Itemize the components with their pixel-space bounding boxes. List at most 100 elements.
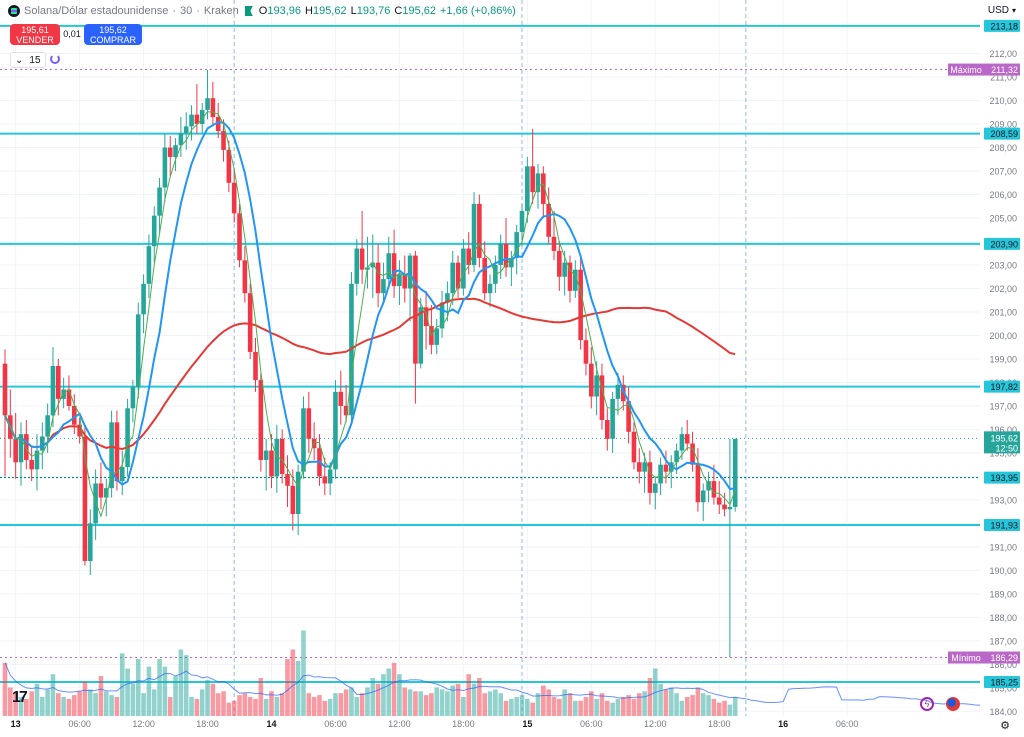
candle-body [157, 187, 162, 216]
candle-body [279, 438, 285, 475]
volume-bar [301, 630, 306, 716]
volume-bar [386, 668, 392, 716]
candle-body [338, 391, 344, 406]
currency-selector[interactable]: USD ▾ [988, 5, 1016, 16]
candle-body [231, 182, 237, 214]
volume-bar [77, 691, 82, 716]
volume-bar [103, 691, 109, 716]
candle-body [418, 307, 424, 364]
volume-bar [311, 697, 317, 716]
candle-body [13, 438, 18, 463]
candle-body [34, 450, 40, 470]
chevron-down-icon: ▾ [1011, 6, 1016, 15]
volume-bars [2, 630, 1002, 716]
volume-bar [290, 649, 296, 716]
candle-body [402, 274, 408, 289]
volume-bar [445, 691, 450, 716]
volume-bar [610, 702, 615, 716]
level-price-label-bg [984, 380, 1020, 393]
candle-body [455, 262, 461, 289]
volume-bar [34, 683, 40, 716]
candle-body [386, 253, 392, 280]
candle-body [130, 387, 136, 409]
candle-body [162, 147, 168, 188]
time-axis[interactable]: 13 06:00 12:00 18:00 14 06:00 12:00 18:00 15 06:0… [0, 716, 1024, 737]
volume-bar [370, 678, 376, 716]
gear-icon[interactable]: ⚙ [1000, 720, 1010, 732]
candle-body [663, 464, 669, 472]
candle-body [210, 98, 216, 118]
candle-body [461, 248, 466, 289]
candle-body [226, 149, 232, 183]
sell-label: VENDER [16, 35, 54, 45]
candle-body [301, 408, 306, 472]
candle-body [189, 114, 194, 127]
buy-button[interactable]: 195,62 COMPRAR [84, 24, 142, 45]
volume-bar [535, 693, 541, 716]
refresh-icon[interactable] [50, 54, 60, 64]
volume-bar [333, 693, 338, 716]
volume-bar [157, 659, 162, 716]
sell-button[interactable]: 195,61 VENDER [10, 24, 60, 45]
candle-body [167, 147, 173, 157]
volume-bar [253, 698, 258, 716]
volume-bar [455, 683, 461, 716]
volume-bar [700, 693, 706, 716]
candle-body [269, 450, 274, 477]
candle-body [530, 166, 535, 193]
candle-body [253, 351, 258, 381]
y-tick-label: 197,00 [989, 401, 1017, 411]
volume-bar [589, 691, 594, 716]
volume-bar [525, 698, 530, 716]
candle-body [439, 302, 445, 329]
exchange[interactable]: Kraken [203, 5, 239, 17]
extreme-price-label: 186,29 [990, 653, 1018, 663]
y-tick-label: 211,00 [990, 73, 1017, 83]
volume-bar [466, 674, 472, 716]
y-tick-label: 210,00 [989, 96, 1017, 106]
volume-bar [391, 662, 397, 716]
ma-slow-line [4, 297, 736, 451]
candle-body [109, 422, 114, 489]
candle-body [525, 166, 530, 211]
candle-body [716, 497, 722, 505]
buy-label: COMPRAR [89, 35, 136, 45]
interval[interactable]: 30 [180, 5, 193, 17]
level-price-label-bg [984, 675, 1020, 688]
candle-body [482, 257, 487, 294]
volume-bar [93, 693, 98, 716]
candle-body [551, 236, 557, 251]
volume-bar [397, 674, 402, 716]
candle-body [397, 274, 402, 287]
tradingview-logo-icon[interactable]: 17 [12, 689, 28, 706]
level-price-label-bg [984, 471, 1020, 484]
quantity-value: 15 [29, 54, 41, 66]
volume-bar [413, 691, 418, 716]
candle-body [354, 248, 360, 284]
volume-bar [274, 697, 280, 716]
lightning-icon[interactable]: ϟ [920, 697, 934, 711]
candle-body [375, 262, 381, 294]
price-axis[interactable]: 212,00 211,00 210,00 209,00 208,00 207,00 206,… [948, 0, 1024, 737]
us-flag-icon[interactable] [946, 697, 960, 711]
volume-bar [562, 689, 567, 716]
candle-body [658, 464, 663, 484]
quantity-field[interactable]: ⌄ 15 [10, 52, 46, 68]
candle-body [306, 408, 312, 439]
x-tick-label: 06:00 [68, 719, 91, 729]
volume-bar [668, 687, 674, 716]
symbol-name[interactable]: Solana/Dólar estadounidense [24, 5, 169, 17]
y-tick-label: 186,00 [989, 660, 1017, 670]
x-tick-label: 06:00 [324, 719, 347, 729]
y-tick-label: 193,00 [989, 495, 1017, 505]
candle-body [56, 366, 61, 399]
candle-body [583, 340, 589, 364]
candle-body [24, 434, 29, 460]
candle-body [93, 483, 98, 524]
y-tick-label: 206,00 [989, 190, 1017, 200]
x-tick-label: 12:00 [388, 719, 411, 729]
x-tick-label: 13 [11, 719, 21, 729]
volume-bar [109, 695, 114, 716]
volume-bar [503, 700, 509, 716]
